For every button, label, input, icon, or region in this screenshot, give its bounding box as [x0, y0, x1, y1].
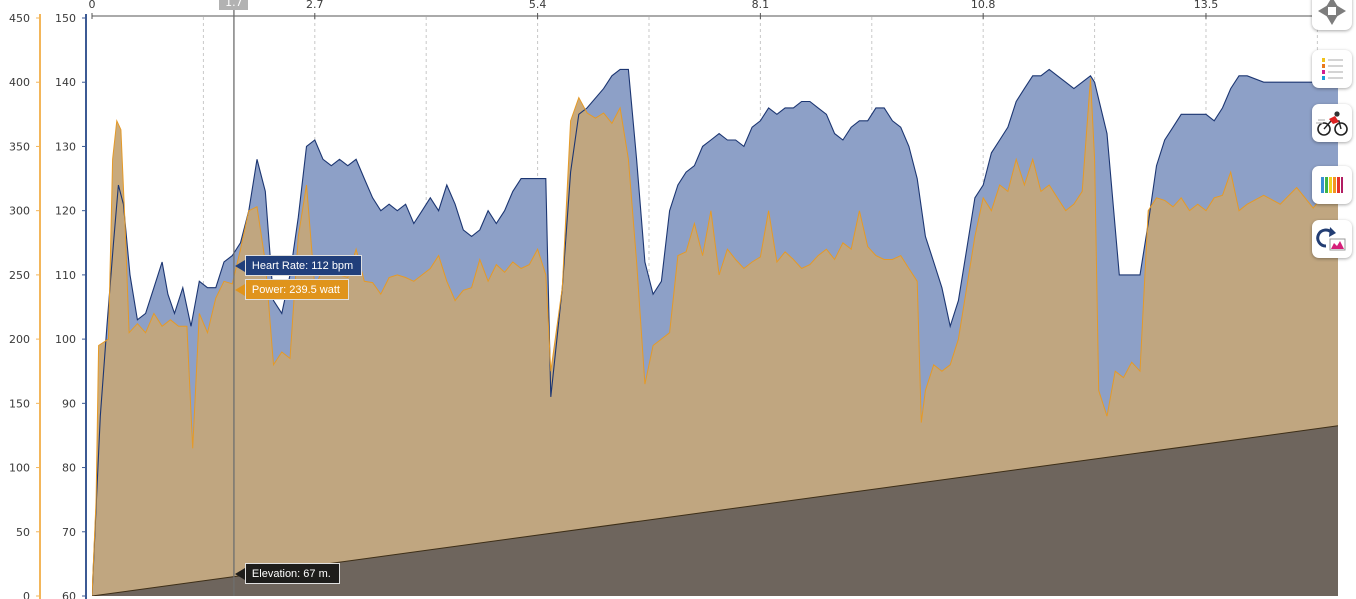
heart-rate-tick-label: 70 [62, 526, 76, 539]
legend-list-icon [1322, 58, 1343, 80]
power-tick-label: 300 [9, 205, 30, 218]
x-tick-label: 10.8 [971, 0, 996, 11]
color-zones-button[interactable] [1312, 166, 1352, 204]
power-tick-label: 150 [9, 397, 30, 410]
color-bars-icon [1321, 177, 1343, 193]
power-tick-label: 350 [9, 140, 30, 153]
x-tick-label: 13.5 [1194, 0, 1219, 11]
x-tick-label: 8.1 [752, 0, 770, 11]
heart-rate-tick-label: 130 [55, 140, 76, 153]
legend-button[interactable] [1312, 50, 1352, 88]
x-tick-label: 0 [89, 0, 96, 11]
heart-rate-tick-label: 150 [55, 12, 76, 25]
heart-rate-tooltip: Heart Rate: 112 bpm [234, 255, 363, 277]
x-tick-label: 2.7 [306, 0, 324, 11]
reset-zoom-button[interactable] [1312, 220, 1352, 258]
cyclist-icon [1316, 111, 1348, 136]
undo-chart-icon [1316, 227, 1346, 251]
activity-button[interactable] [1312, 104, 1352, 142]
cursor-x-label: 1.7 [219, 0, 249, 10]
pan-arrows-icon [1318, 0, 1346, 25]
heart-rate-tick-label: 80 [62, 462, 76, 475]
series-areas [92, 68, 1338, 596]
power-tick-label: 200 [9, 333, 30, 346]
heart-rate-tick-label: 120 [55, 205, 76, 218]
tick-labels: 0 2.7 5.4 8.1 10.8 13.5 0 50 100 150 200 250 300 350 4… [9, 0, 1218, 599]
heart-rate-tick-label: 100 [55, 333, 76, 346]
power-tick-label: 400 [9, 76, 30, 89]
axes [39, 14, 1338, 599]
heart-rate-tick-label: 110 [55, 269, 76, 282]
power-tick-label: 250 [9, 269, 30, 282]
heart-rate-tick-label: 140 [55, 76, 76, 89]
power-tick-label: 450 [9, 12, 30, 25]
heart-rate-tick-label: 90 [62, 397, 76, 410]
power-tooltip: Power: 239.5 watt [234, 278, 349, 300]
elevation-tooltip: Elevation: 67 m. [234, 562, 340, 584]
power-tick-label: 0 [23, 590, 30, 599]
power-tick-label: 100 [9, 462, 30, 475]
heart-rate-tick-label: 60 [62, 590, 76, 599]
x-tick-label: 5.4 [529, 0, 547, 11]
power-area [92, 78, 1338, 596]
heart-rate-line [92, 68, 1338, 596]
pan-button[interactable] [1312, 0, 1352, 30]
power-tick-label: 50 [16, 526, 30, 539]
